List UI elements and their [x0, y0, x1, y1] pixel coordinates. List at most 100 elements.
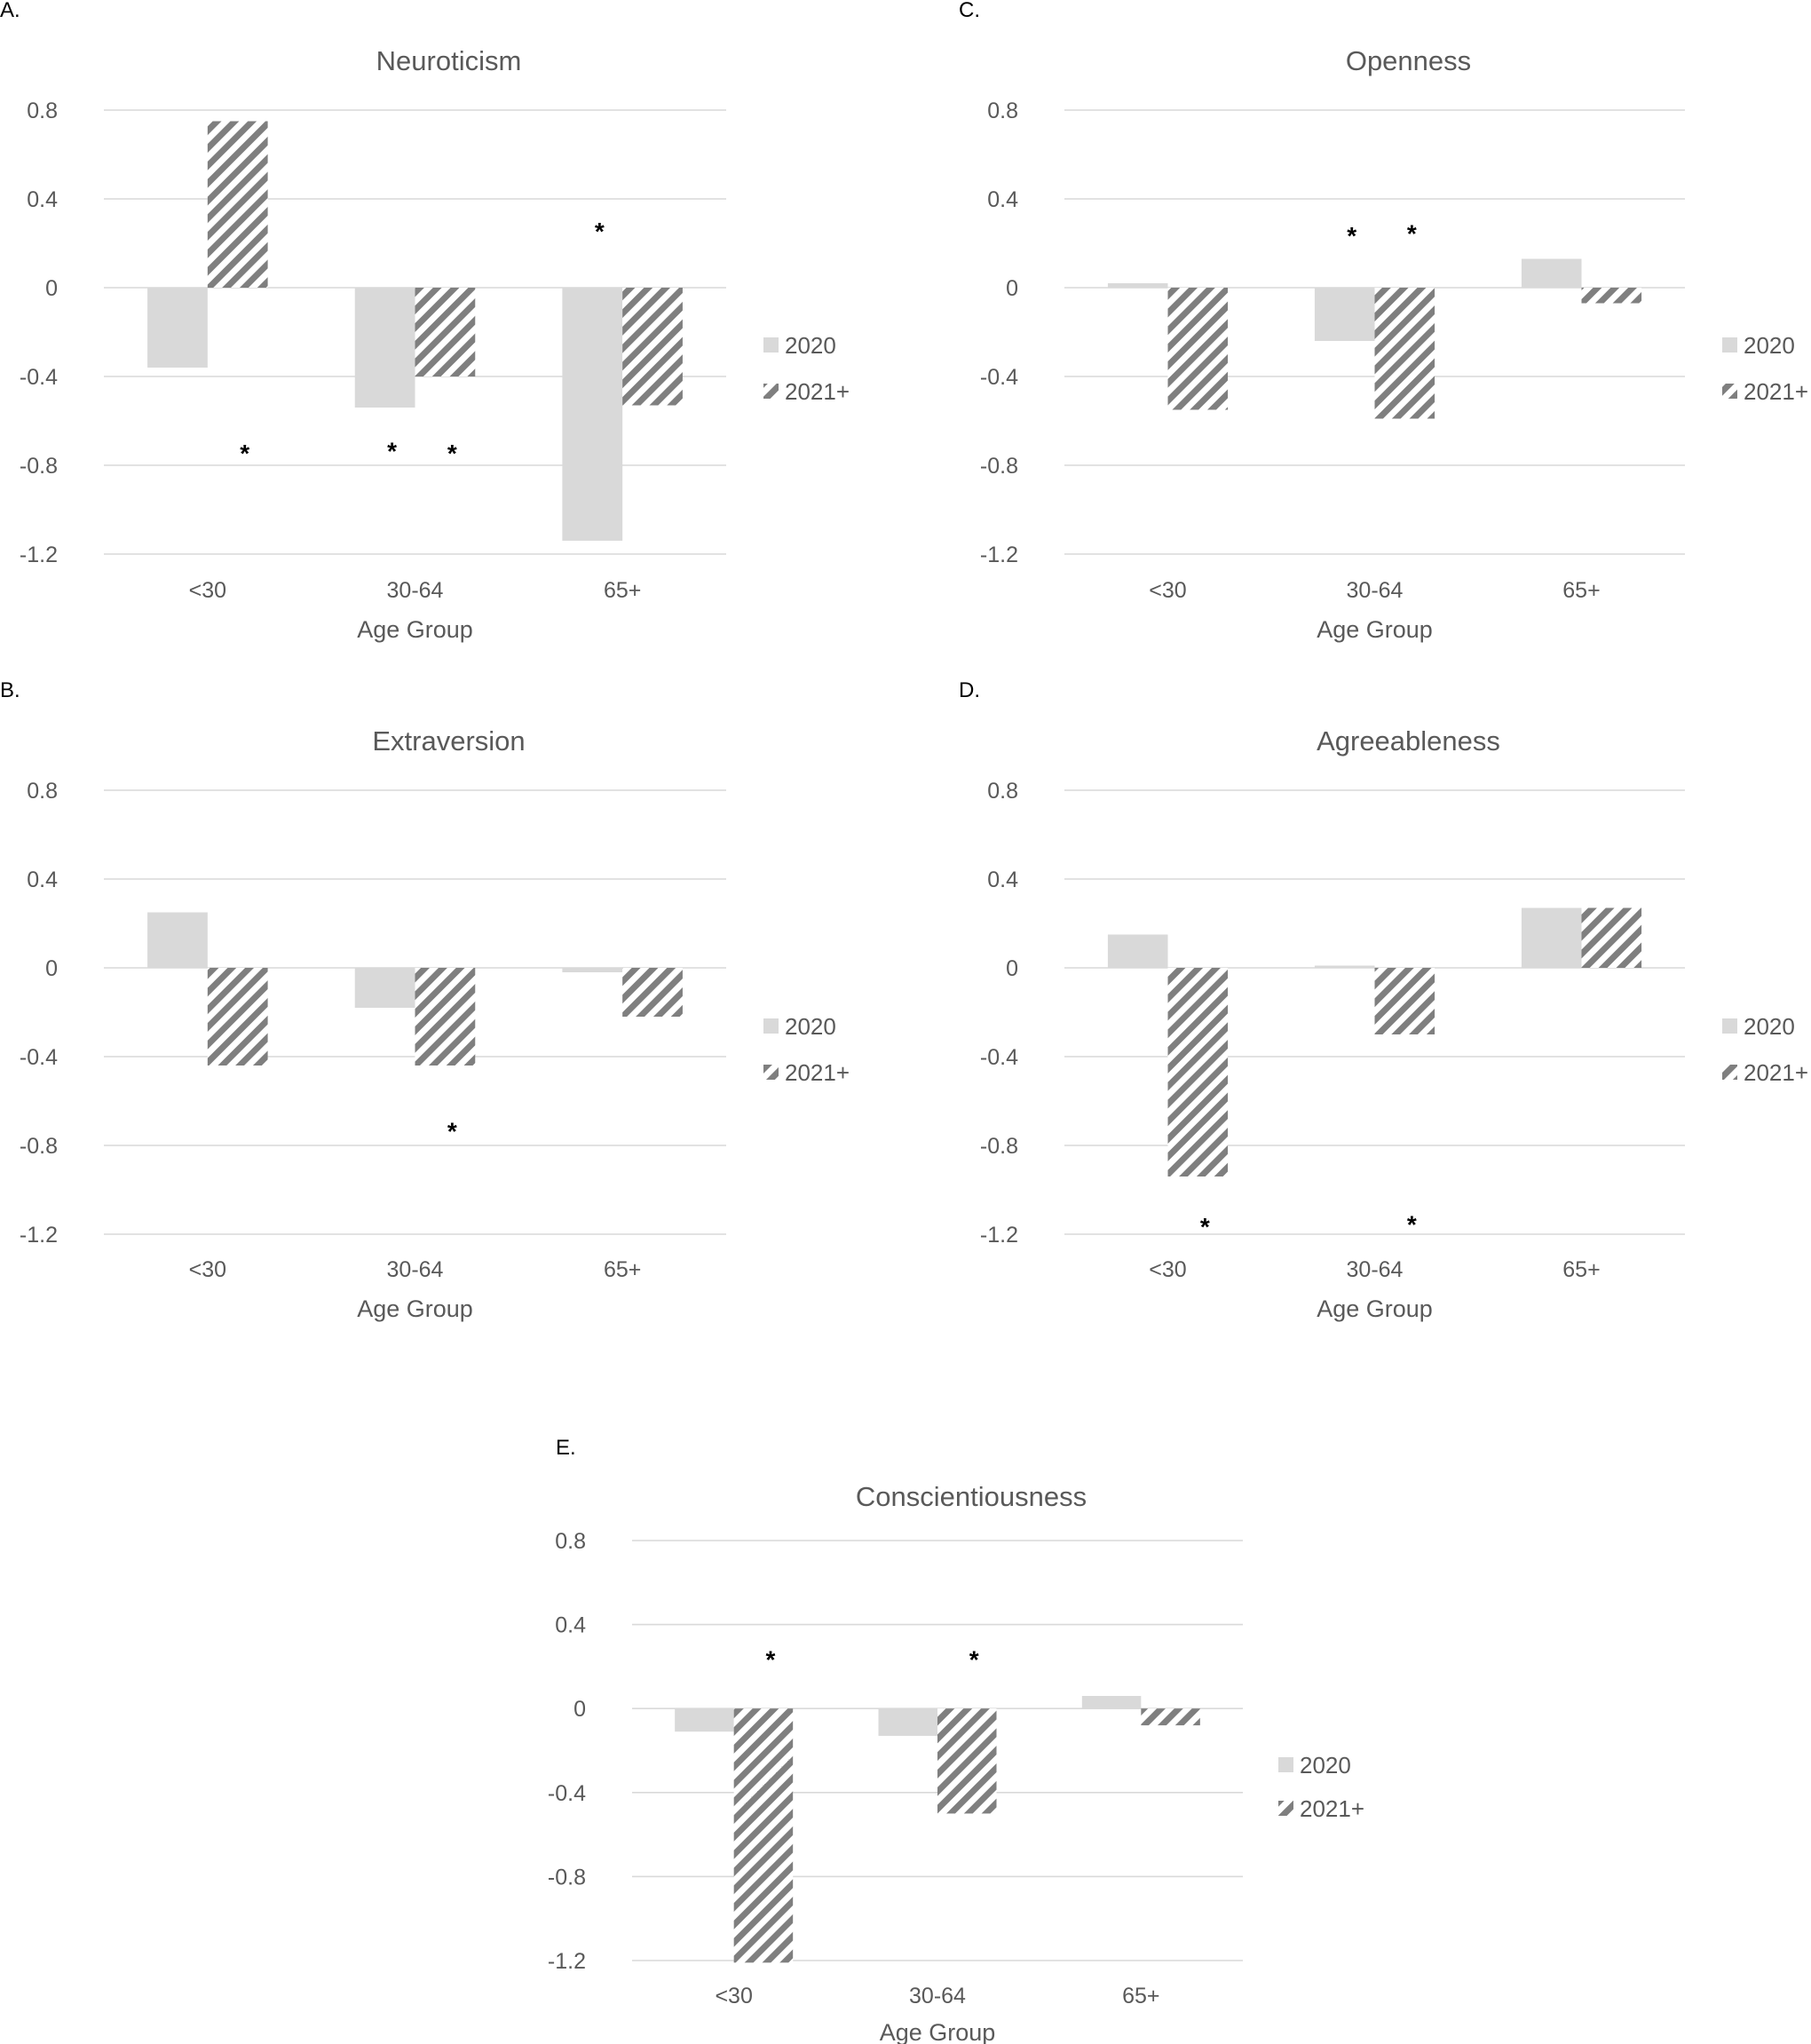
bar-2020-<30	[147, 288, 208, 368]
legend-swatch-2020	[1722, 337, 1737, 353]
bar-2020-65+	[1521, 258, 1582, 288]
panel-letter: E.	[556, 1436, 576, 1460]
x-tick-label: 65+	[1122, 1984, 1159, 2008]
bar-2020-65+	[1081, 1696, 1142, 1709]
chart-title: Agreeableness	[1317, 725, 1500, 757]
chart-title: Extraversion	[372, 725, 525, 757]
chart-panel-4: D. Agreeableness 0.8 0.4 0 -0.4 -0.8 -1.2 <30 30-…	[959, 678, 1808, 1322]
y-tick-label: 0	[573, 1697, 586, 1722]
y-tick-label: -1.2	[980, 543, 1018, 567]
x-tick-label: <30	[715, 1984, 752, 2008]
legend-swatch-2021	[763, 384, 779, 399]
legend-label-2020: 2020	[785, 1013, 836, 1040]
significance-marker: *	[1347, 222, 1356, 250]
y-tick-label: 0	[45, 276, 58, 301]
y-tick-label: -0.4	[20, 365, 58, 390]
y-tick-label: 0.4	[555, 1613, 586, 1638]
y-tick-label: -0.4	[980, 1045, 1018, 1070]
bar-2020-<30	[675, 1708, 734, 1732]
x-tick-label: 30-64	[909, 1984, 966, 2008]
y-tick-label: 0	[1006, 956, 1018, 981]
x-tick-label: 30-64	[387, 1257, 444, 1282]
y-tick-label: -0.8	[548, 1865, 586, 1890]
y-tick-label: 0.8	[555, 1529, 586, 1554]
bar-2020-<30	[147, 912, 208, 968]
significance-marker: *	[387, 438, 397, 465]
bar-2021+-30-64	[1374, 968, 1435, 1034]
x-tick-label: <30	[189, 1257, 226, 1282]
legend-label-2020: 2020	[785, 332, 836, 359]
legend-label-2020: 2020	[1300, 1752, 1351, 1779]
bar-2021+-<30	[207, 121, 268, 288]
y-tick-label: 0.4	[987, 868, 1018, 892]
significance-marker: *	[765, 1646, 775, 1674]
chart-title: Conscientiousness	[856, 1481, 1087, 1512]
bar-2021+-<30	[1167, 288, 1229, 410]
bar-2021+-65+	[622, 968, 683, 1017]
legend-swatch-2021	[1278, 1801, 1293, 1816]
legend-label-2021: 2021+	[1744, 378, 1808, 405]
legend-swatch-2021	[763, 1065, 779, 1080]
y-tick-label: 0.8	[987, 99, 1018, 123]
legend: 2020 2021+	[763, 1013, 850, 1086]
y-tick-label: -0.4	[20, 1045, 58, 1070]
bar-2020-65+	[1521, 907, 1582, 968]
y-tick-label: 0.4	[27, 187, 58, 212]
legend: 2020 2021+	[763, 332, 850, 405]
x-tick-label: 65+	[1562, 1257, 1600, 1282]
legend-swatch-2020	[1278, 1757, 1293, 1772]
bar-2021+-<30	[207, 968, 268, 1066]
bar-2021+-65+	[1581, 907, 1642, 968]
legend-swatch-2020	[763, 337, 779, 353]
legend: 2020 2021+	[1722, 332, 1808, 405]
x-tick-label: 30-64	[1347, 1257, 1404, 1282]
y-tick-label: -0.8	[980, 1134, 1018, 1159]
chart-panel-2: C. Openness 0.8 0.4 0 -0.4 -0.8 -1.2 <30 30-64 65+…	[959, 0, 1808, 643]
bar-2020-65+	[562, 288, 623, 541]
x-axis-label: Age Group	[1317, 616, 1433, 643]
significance-marker: *	[1407, 1211, 1417, 1239]
panel-letter: B.	[0, 678, 20, 702]
x-axis-label: Age Group	[1317, 1295, 1433, 1322]
y-tick-label: 0	[1006, 276, 1018, 301]
bar-2021+-30-64	[937, 1708, 997, 1814]
legend-label-2021: 2021+	[785, 1059, 850, 1086]
y-tick-label: 0.8	[27, 779, 58, 804]
legend: 2020 2021+	[1278, 1752, 1364, 1822]
legend: 2020 2021+	[1722, 1013, 1808, 1086]
significance-marker: *	[969, 1646, 979, 1674]
y-tick-label: -1.2	[548, 1949, 586, 1974]
x-tick-label: 30-64	[1347, 578, 1404, 603]
panel-letter: D.	[959, 678, 980, 702]
chart-title: Neuroticism	[376, 45, 522, 76]
y-tick-label: -1.2	[20, 1223, 58, 1248]
x-axis-label: Age Group	[357, 616, 473, 643]
bar-2020-30-64	[1314, 288, 1375, 341]
x-tick-label: 65+	[604, 1257, 641, 1282]
panel-letter: C.	[959, 0, 980, 22]
significance-marker: *	[1200, 1213, 1210, 1240]
y-tick-label: 0.4	[27, 868, 58, 892]
bar-2020-30-64	[354, 968, 415, 1008]
bar-2020-65+	[562, 968, 623, 972]
y-tick-label: -1.2	[20, 543, 58, 567]
x-axis-label: Age Group	[357, 1295, 473, 1322]
bar-2021+-30-64	[415, 288, 476, 376]
bar-2021+-65+	[1581, 288, 1642, 304]
x-tick-label: <30	[1149, 1257, 1186, 1282]
bar-2021+-65+	[1141, 1708, 1200, 1726]
significance-marker: *	[1407, 220, 1417, 248]
bar-2020-30-64	[878, 1708, 937, 1736]
x-tick-label: 65+	[604, 578, 641, 603]
y-tick-label: -0.4	[980, 365, 1018, 390]
bar-2021+-<30	[733, 1708, 794, 1963]
significance-marker: *	[240, 440, 249, 467]
significance-marker: *	[447, 440, 457, 467]
legend-label-2021: 2021+	[1300, 1795, 1364, 1822]
y-tick-label: -0.4	[548, 1781, 586, 1806]
bar-2021+-<30	[1167, 968, 1229, 1176]
legend-swatch-2020	[1722, 1018, 1737, 1034]
x-tick-label: <30	[1149, 578, 1186, 603]
y-tick-label: 0.8	[27, 99, 58, 123]
